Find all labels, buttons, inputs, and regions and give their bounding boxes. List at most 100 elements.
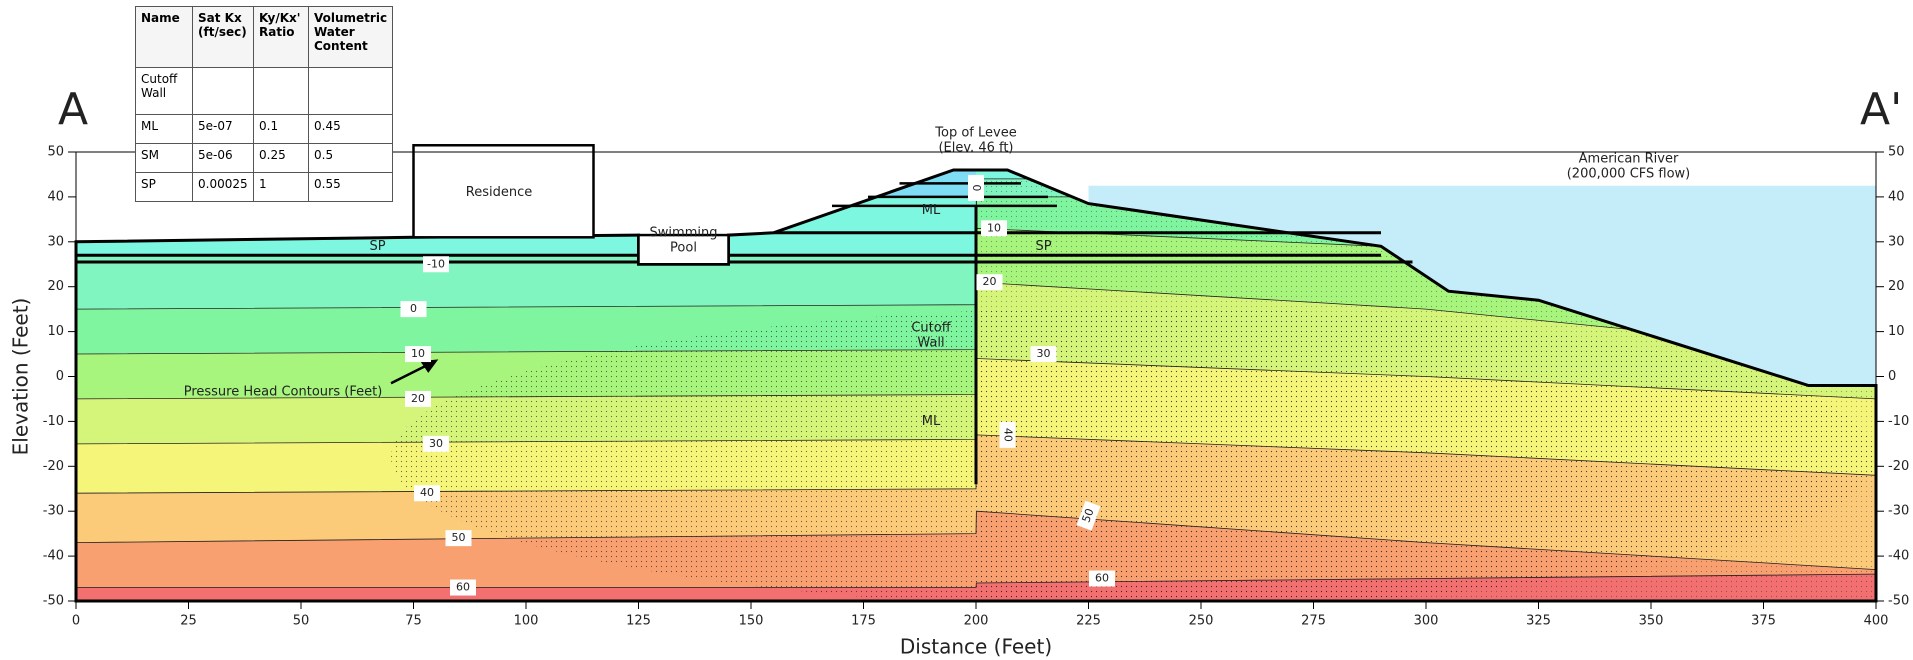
y-tick-label: -20 xyxy=(43,459,64,474)
table-cell: Name xyxy=(136,7,193,68)
table-cell: 0.45 xyxy=(309,115,393,144)
contour-value: 10 xyxy=(987,221,1001,234)
table-cell: SP xyxy=(136,173,193,202)
x-tick-label: 250 xyxy=(1189,614,1214,629)
x-tick-label: 0 xyxy=(72,614,80,629)
contour-label: 60 xyxy=(450,580,476,596)
y-tick-label: 10 xyxy=(47,324,64,339)
x-tick-label: 275 xyxy=(1301,614,1326,629)
levee-core xyxy=(751,166,976,197)
table-cell: SM xyxy=(136,144,193,173)
x-tick-label: 400 xyxy=(1864,614,1889,629)
contour-value: 20 xyxy=(983,275,997,288)
table-cell: Volumetric Water Content xyxy=(309,7,393,68)
y-tick-label: 20 xyxy=(47,279,64,294)
annotation: Cutoff xyxy=(911,321,951,336)
annotation: (200,000 CFS flow) xyxy=(1567,167,1691,182)
contour-label: 30 xyxy=(423,436,449,452)
y-tick-label: 50 xyxy=(47,145,64,160)
contour-label: 10 xyxy=(981,220,1007,236)
table-cell xyxy=(254,68,309,115)
y-axis-label: Elevation (Feet) xyxy=(9,298,33,456)
table-cell: 0.1 xyxy=(254,115,309,144)
x-tick-label: 150 xyxy=(739,614,764,629)
table-cell: 5e-06 xyxy=(193,144,254,173)
x-tick-label: 225 xyxy=(1076,614,1101,629)
table-row: SM5e-060.250.5 xyxy=(136,144,393,173)
contour-label: -10 xyxy=(423,256,449,272)
table-cell xyxy=(309,68,393,115)
contour-label: 40 xyxy=(414,485,440,501)
contour-value: 60 xyxy=(456,581,470,594)
contour-label: 20 xyxy=(405,391,431,407)
annotation: (Elev. 46 ft) xyxy=(938,141,1013,156)
y-tick-label: 0 xyxy=(56,369,64,384)
contour-value: 50 xyxy=(452,531,466,544)
x-tick-label: 100 xyxy=(514,614,539,629)
annotation: Wall xyxy=(917,336,944,351)
contour-value: 10 xyxy=(411,347,425,360)
y-tick-label: 50 xyxy=(1888,145,1905,160)
y-tick-label: 0 xyxy=(1888,369,1896,384)
contour-label: 30 xyxy=(1031,346,1057,362)
x-tick-label: 25 xyxy=(180,614,197,629)
table-row: Cutoff Wall xyxy=(136,68,393,115)
material-label: SP xyxy=(1035,239,1051,254)
table-cell: 0.00025 xyxy=(193,173,254,202)
y-tick-label: 20 xyxy=(1888,279,1905,294)
y-tick-label: -40 xyxy=(1888,549,1909,564)
table-cell xyxy=(193,68,254,115)
annotation: Swimming xyxy=(650,226,718,241)
contour-label: 10 xyxy=(405,346,431,362)
table-cell: Sat Kx (ft/sec) xyxy=(193,7,254,68)
annotation: Residence xyxy=(466,185,532,200)
y-tick-label: 40 xyxy=(47,189,64,204)
contour-value: 60 xyxy=(1095,572,1109,585)
annotation: Pool xyxy=(670,241,697,256)
x-axis-label: Distance (Feet) xyxy=(900,635,1052,659)
material-label: ML xyxy=(922,414,941,429)
table-cell: 5e-07 xyxy=(193,115,254,144)
table-cell: 1 xyxy=(254,173,309,202)
y-tick-label: 40 xyxy=(1888,189,1905,204)
material-label: ML xyxy=(922,203,941,218)
annotation: Top of Levee xyxy=(934,126,1016,141)
contour-value: 40 xyxy=(420,486,434,499)
y-tick-label: -40 xyxy=(43,549,64,564)
contour-value: 20 xyxy=(411,392,425,405)
table-cell: 0.55 xyxy=(309,173,393,202)
x-tick-label: 175 xyxy=(851,614,876,629)
contour-label: 20 xyxy=(977,274,1003,290)
contour-label: 0 xyxy=(968,175,984,201)
material-label: SP xyxy=(369,239,385,254)
page: -50-50-40-40-30-30-20-20-10-100010102020… xyxy=(0,0,1913,660)
table-cell: Ky/Kx' Ratio xyxy=(254,7,309,68)
contour-value: 0 xyxy=(970,184,983,191)
contour-value: -10 xyxy=(427,257,445,270)
y-tick-label: 30 xyxy=(47,234,64,249)
x-tick-label: 125 xyxy=(626,614,651,629)
x-tick-label: 375 xyxy=(1751,614,1776,629)
x-tick-label: 75 xyxy=(405,614,422,629)
contour-label: 60 xyxy=(1089,571,1115,587)
table-cell: ML xyxy=(136,115,193,144)
x-tick-label: 325 xyxy=(1526,614,1551,629)
annotation: American River xyxy=(1579,152,1679,167)
y-tick-label: -50 xyxy=(1888,594,1909,609)
table-cell: Cutoff Wall xyxy=(136,68,193,115)
y-tick-label: -30 xyxy=(43,504,64,519)
y-tick-label: -30 xyxy=(1888,504,1909,519)
annotation: Pressure Head Contours (Feet) xyxy=(184,385,383,400)
contour-label: 0 xyxy=(401,301,427,317)
table-cell: 0.25 xyxy=(254,144,309,173)
contour-value: 40 xyxy=(1002,428,1015,442)
contour-label: 40 xyxy=(1000,422,1016,448)
section-label: A' xyxy=(1860,84,1902,135)
x-tick-label: 350 xyxy=(1639,614,1664,629)
y-tick-label: -50 xyxy=(43,594,64,609)
y-tick-label: -10 xyxy=(1888,414,1909,429)
contour-value: 0 xyxy=(410,302,417,315)
